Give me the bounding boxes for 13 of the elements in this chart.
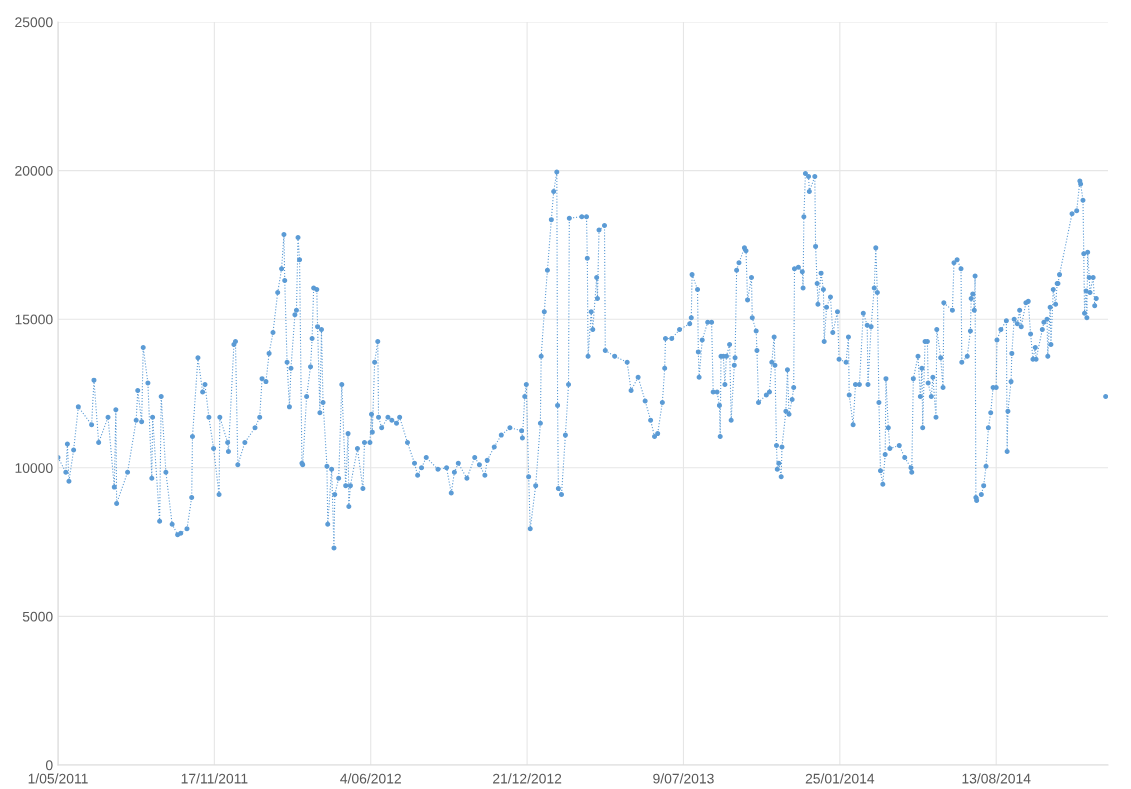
y-tick-label: 10000 <box>15 463 53 473</box>
x-tick-label: 1/05/2011 <box>28 773 88 784</box>
x-tick-label: 9/07/2013 <box>653 773 714 784</box>
y-tick-label: 25000 <box>15 17 53 28</box>
x-tick-label: 13/08/2014 <box>962 773 1031 784</box>
x-tick-label: 4/06/2012 <box>340 773 401 784</box>
y-tick-label: 20000 <box>15 165 53 176</box>
x-tick-label: 17/11/2011 <box>181 773 248 784</box>
y-tick-label: 15000 <box>15 314 53 325</box>
y-tick-label: 5000 <box>22 611 53 622</box>
x-tick-label: 21/12/2012 <box>493 773 562 784</box>
y-tick-label: 0 <box>45 760 53 771</box>
x-tick-label: 25/01/2014 <box>805 773 875 784</box>
